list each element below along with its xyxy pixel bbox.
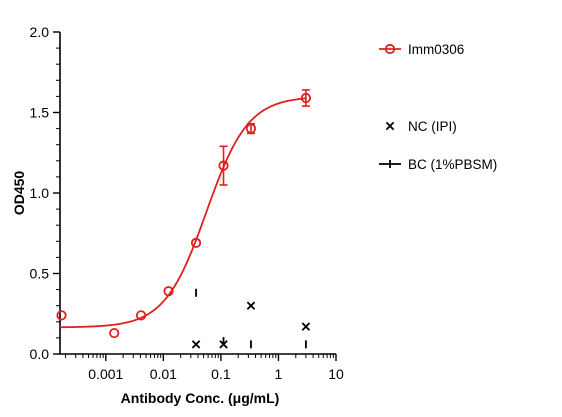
legend-item-0: Imm0306 (379, 42, 464, 57)
axes: 0.0 0.5 1.0 1.5 2.0 0.001 0.01 0.1 1 10 Antibody C… (11, 24, 344, 406)
data-point (109, 327, 120, 339)
y-tick-label: 1.5 (30, 105, 50, 121)
data-point (218, 160, 229, 171)
data-point (300, 92, 312, 104)
x-tick-label: 10 (328, 366, 344, 382)
data-point (245, 123, 257, 134)
legend-label: NC (IPI) (408, 119, 457, 134)
legend-item-1: NC (IPI) (385, 119, 457, 134)
data-point (56, 310, 67, 321)
series-2 (195, 288, 307, 349)
data-point (191, 340, 201, 349)
x-tick-label: 0.1 (211, 366, 231, 382)
x-tick-label: 0.01 (150, 366, 177, 382)
y-tick-label: 0.5 (30, 266, 50, 282)
x-tick-label: 1 (275, 366, 283, 382)
data-point (246, 301, 256, 310)
y-axis-title: OD450 (11, 171, 27, 216)
series-0 (56, 89, 312, 339)
x-axis-title: Antibody Conc. (μg/mL) (121, 390, 280, 406)
x-marker-stroke (301, 322, 311, 331)
data-point (190, 237, 202, 249)
legend-marker (384, 43, 396, 55)
fit-curve-imm0306 (59, 97, 306, 329)
legend-marker (385, 121, 395, 131)
y-tick-label: 1.0 (30, 185, 50, 201)
y-tick-label: 0.0 (30, 346, 50, 362)
legend-item-2: BC (1%PBSM) (379, 157, 497, 172)
data-point (135, 310, 147, 321)
x-tick-label: 0.001 (88, 366, 123, 382)
data-point (301, 322, 311, 331)
x-marker-stroke (191, 340, 201, 349)
x-marker-stroke (246, 301, 256, 310)
x-marker-stroke (385, 121, 395, 131)
legend-label: Imm0306 (408, 42, 464, 57)
legend-label: BC (1%PBSM) (408, 157, 497, 172)
error-bar (219, 145, 228, 186)
legend: Imm0306 NC (IPI) BC (1%PBSM) (379, 42, 497, 172)
y-tick-label: 2.0 (30, 24, 50, 40)
data-point (163, 286, 174, 297)
plot-area (56, 89, 312, 349)
error-bar (301, 89, 310, 107)
